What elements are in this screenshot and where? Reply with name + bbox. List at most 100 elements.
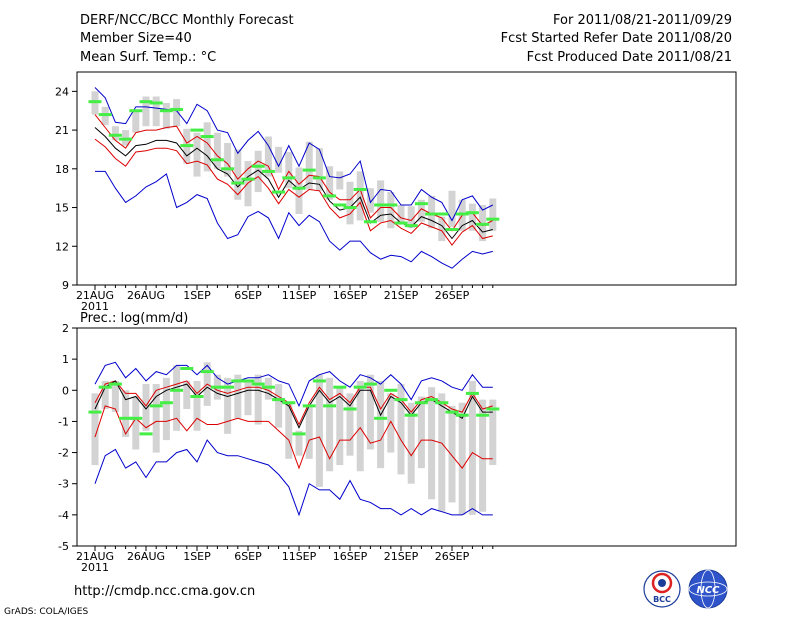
x-tick-label: 11SEP [282, 289, 317, 302]
ncc-logo-text: NCC [696, 585, 720, 596]
ensemble-box [458, 402, 466, 515]
mean-marker [353, 385, 367, 389]
x-tick-label: 21AUG [76, 550, 114, 563]
ensemble-box [285, 402, 293, 459]
ensemble-box [111, 126, 119, 141]
mean-marker [384, 203, 398, 207]
mean-marker [272, 190, 286, 194]
temp-panel-title: Mean Surf. Temp.: °C [80, 50, 216, 65]
mean-marker [384, 388, 398, 392]
ensemble-box [254, 150, 262, 193]
member-size: Member Size=40 [80, 31, 192, 46]
y-tick-label: 21 [55, 124, 69, 137]
upper-spread-line [94, 87, 494, 222]
mean-marker [159, 109, 173, 113]
ensemble-box [407, 206, 415, 229]
ensemble-box [448, 190, 456, 227]
ensemble-box [111, 380, 119, 413]
mean-marker [394, 221, 408, 225]
ensemble-box [315, 374, 323, 487]
mean-marker [231, 181, 245, 185]
y-tick-label: 9 [62, 279, 69, 292]
mean-marker [445, 227, 459, 231]
mean-marker [241, 379, 255, 383]
mean-marker [363, 220, 377, 224]
ensemble-box [346, 393, 354, 456]
mean-marker [251, 382, 265, 386]
ensemble-box [213, 132, 221, 169]
mean-marker [353, 187, 367, 191]
forecast-produced-date: Fcst Produced Date 2011/08/21 [527, 50, 732, 65]
mean-marker [170, 107, 184, 111]
ensemble-box [346, 181, 354, 225]
y-tick-label: 1 [62, 353, 69, 366]
mean-marker [333, 385, 347, 389]
mean-marker [282, 401, 296, 405]
x-tick-label: 21AUG [76, 289, 114, 302]
mean-marker [98, 385, 112, 389]
ensemble-box [142, 384, 150, 431]
ensemble-box [326, 166, 334, 200]
ensemble-box [336, 171, 344, 190]
mean-marker [374, 416, 388, 420]
mean-marker [159, 401, 173, 405]
x-tick-label: 26SEP [435, 289, 470, 302]
mean-marker [108, 382, 122, 386]
x-tick-label: 21SEP [384, 289, 419, 302]
mean-marker [251, 164, 265, 168]
y-tick-label: 12 [55, 240, 69, 253]
mean-marker [323, 404, 337, 408]
x-tick-label: 6SEP [234, 289, 262, 302]
ensemble-box [285, 152, 293, 189]
mean-marker [88, 100, 102, 104]
x-tick-label: 16SEP [333, 550, 368, 563]
source-url[interactable]: http://cmdp.ncc.cma.gov.cn [74, 584, 255, 599]
y-tick-label: 15 [55, 202, 69, 215]
ensemble-box [356, 380, 364, 472]
ensemble-box [366, 374, 374, 450]
bcc-logo-text: BCC [653, 595, 671, 604]
ensemble-box [489, 198, 497, 231]
ensemble-box [468, 203, 476, 231]
x-tick-label: 26AUG [127, 289, 165, 302]
temperature-panel: 9 12 15 18 21 24 21AUG 26AUG 1SEP 6SEP 11SEP 16SEP 2… [55, 71, 737, 313]
ensemble-box [448, 405, 456, 503]
mean-marker [108, 133, 122, 137]
x-tick-label: 26SEP [435, 550, 470, 563]
lower-spread-line [94, 439, 493, 517]
x-tick-label: 1SEP [183, 289, 211, 302]
mean-marker [425, 212, 439, 216]
median-line [94, 127, 493, 240]
ensemble-box [428, 195, 436, 229]
ensemble-box [162, 377, 170, 441]
mean-marker [210, 385, 224, 389]
ensemble-box [142, 96, 150, 127]
ensemble-box [162, 102, 170, 129]
median-line [94, 380, 493, 429]
mean-marker [221, 385, 235, 389]
mean-marker [465, 391, 479, 395]
ensemble-box [489, 399, 497, 466]
ensemble-box [305, 405, 313, 459]
x-tick-label: 26AUG [127, 550, 165, 563]
x-tick-label: 21SEP [384, 550, 419, 563]
ensemble-box [91, 393, 99, 466]
mean-marker [282, 176, 296, 180]
x-year-label: 2011 [81, 300, 109, 313]
mean-marker [149, 101, 163, 105]
mean-marker [343, 206, 357, 210]
ensemble-box [275, 146, 283, 173]
lower-spread-line [95, 170, 493, 269]
mean-marker [272, 398, 286, 402]
mean-marker [394, 398, 408, 402]
ensemble-box [183, 380, 191, 409]
ensemble-box [275, 384, 283, 428]
upper-spread-line [94, 361, 493, 408]
ensemble-box [132, 396, 140, 450]
ensemble-box [203, 122, 211, 172]
mean-marker [414, 401, 428, 405]
prec-panel-title: Prec.: log(mm/d) [80, 311, 188, 326]
lower-quartile-line [94, 138, 493, 246]
mean-marker [261, 169, 275, 173]
y-tick-label: -5 [58, 540, 69, 553]
